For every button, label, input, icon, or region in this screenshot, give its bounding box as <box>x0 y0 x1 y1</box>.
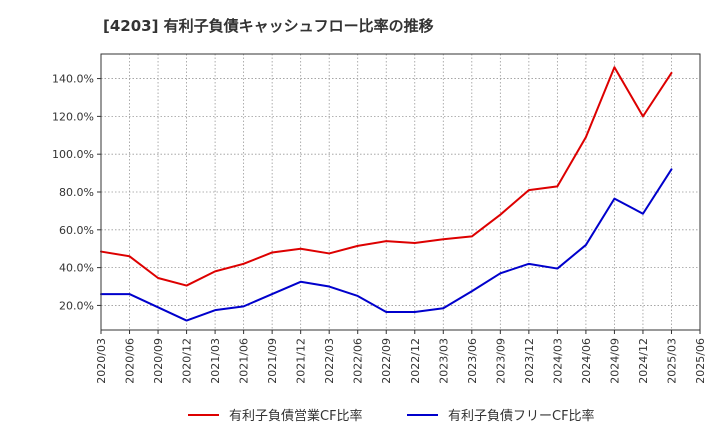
x-tick-label: 2023/06 <box>466 338 479 384</box>
x-tick-label: 2021/03 <box>209 338 222 384</box>
x-tick-label: 2023/03 <box>437 338 450 384</box>
y-tick-label: 40.0% <box>59 262 94 275</box>
x-tick-label: 2023/09 <box>494 338 507 384</box>
chart-title: [4203] 有利子負債キャッシュフロー比率の推移 <box>103 17 434 35</box>
y-axis: 20.0% 40.0% 60.0% 80.0% 100.0% 120.0% 140.0% <box>52 73 101 312</box>
x-tick-label: 2024/06 <box>580 338 593 384</box>
y-tick-label: 120.0% <box>52 110 94 123</box>
x-tick-label: 2024/03 <box>551 338 564 384</box>
x-tick-label: 2021/09 <box>266 338 279 384</box>
plot-background <box>101 54 700 330</box>
x-tick-label: 2023/12 <box>523 338 536 384</box>
x-tick-label: 2022/06 <box>352 338 365 384</box>
x-tick-label: 2022/09 <box>380 338 393 384</box>
x-tick-label: 2022/03 <box>323 338 336 384</box>
y-tick-label: 60.0% <box>59 224 94 237</box>
series-line-2 <box>100 168 673 322</box>
x-tick-label: 2021/06 <box>238 338 251 384</box>
series-line-1 <box>100 66 673 287</box>
legend-label-2: 有利子負債フリーCF比率 <box>448 408 595 424</box>
series-layer <box>100 66 673 322</box>
x-tick-label: 2021/12 <box>295 338 308 384</box>
x-tick-label: 2025/06 <box>694 338 707 384</box>
x-tick-label: 2020/06 <box>124 338 137 384</box>
y-tick-label: 140.0% <box>52 73 94 86</box>
grid-lines <box>101 54 700 330</box>
legend: 有利子負債営業CF比率 有利子負債フリーCF比率 <box>188 408 595 424</box>
x-tick-label: 2024/12 <box>637 338 650 384</box>
x-tick-label: 2020/12 <box>181 338 194 384</box>
x-tick-label: 2020/09 <box>152 338 165 384</box>
x-tick-label: 2024/09 <box>608 338 621 384</box>
x-axis: 2020/03 2020/06 2020/09 2020/12 2021/03 2021/… <box>95 330 707 384</box>
x-tick-label: 2020/03 <box>95 338 108 384</box>
x-tick-label: 2025/03 <box>665 338 678 384</box>
legend-label-1: 有利子負債営業CF比率 <box>229 408 363 424</box>
y-tick-label: 100.0% <box>52 148 94 161</box>
y-tick-label: 20.0% <box>59 299 94 312</box>
x-tick-label: 2022/12 <box>409 338 422 384</box>
y-tick-label: 80.0% <box>59 186 94 199</box>
